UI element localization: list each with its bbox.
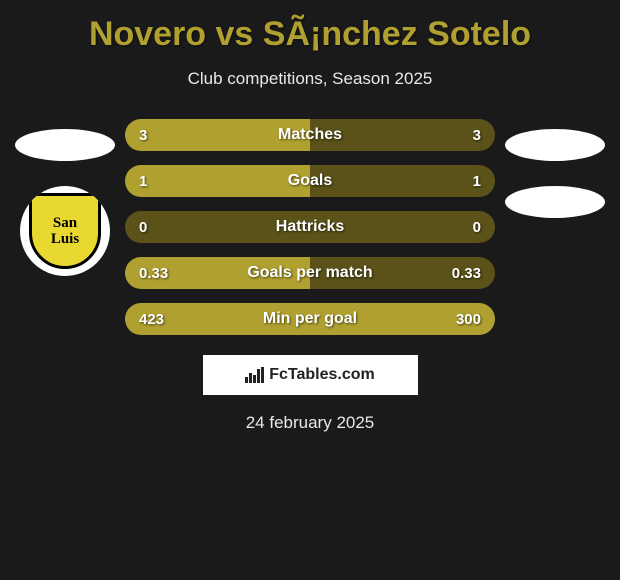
stat-label: Min per goal: [263, 310, 357, 328]
content-area: San Luis 3 Matches 3 1 Goals 1 0 Hattric…: [10, 119, 610, 335]
stat-right-value: 0.33: [452, 265, 481, 282]
stat-right-value: 3: [473, 127, 481, 144]
stat-row-goals-per-match: 0.33 Goals per match 0.33: [125, 257, 495, 289]
subtitle: Club competitions, Season 2025: [10, 69, 610, 89]
stat-label: Hattricks: [276, 218, 344, 236]
stat-right-value: 300: [456, 311, 481, 328]
stat-label: Goals: [288, 172, 332, 190]
chart-icon: [245, 367, 264, 383]
right-player-placeholder: [505, 129, 605, 161]
left-player-placeholder: [15, 129, 115, 161]
stat-left-value: 3: [139, 127, 147, 144]
right-club-placeholder: [505, 186, 605, 218]
badge-text-line2: Luis: [51, 231, 79, 248]
stat-row-hattricks: 0 Hattricks 0: [125, 211, 495, 243]
stat-row-goals: 1 Goals 1: [125, 165, 495, 197]
left-club-badge: San Luis: [20, 186, 110, 276]
right-team-column: [505, 119, 605, 218]
main-container: Novero vs SÃ¡nchez Sotelo Club competiti…: [0, 0, 620, 443]
stat-row-matches: 3 Matches 3: [125, 119, 495, 151]
stat-label: Matches: [278, 126, 342, 144]
badge-text-line1: San: [53, 215, 77, 232]
stat-left-value: 1: [139, 173, 147, 190]
stat-left-value: 0: [139, 219, 147, 236]
footer-brand-box[interactable]: FcTables.com: [203, 355, 418, 395]
badge-shield: San Luis: [29, 193, 101, 269]
stat-row-min-per-goal: 423 Min per goal 300: [125, 303, 495, 335]
stat-label: Goals per match: [247, 264, 372, 282]
stat-left-value: 0.33: [139, 265, 168, 282]
footer-brand-text: FcTables.com: [269, 366, 375, 384]
left-team-column: San Luis: [15, 119, 115, 276]
stat-right-value: 0: [473, 219, 481, 236]
stat-left-value: 423: [139, 311, 164, 328]
page-title: Novero vs SÃ¡nchez Sotelo: [10, 15, 610, 54]
footer-date: 24 february 2025: [10, 413, 610, 433]
stat-right-value: 1: [473, 173, 481, 190]
stats-column: 3 Matches 3 1 Goals 1 0 Hattricks 0 0.33…: [125, 119, 495, 335]
